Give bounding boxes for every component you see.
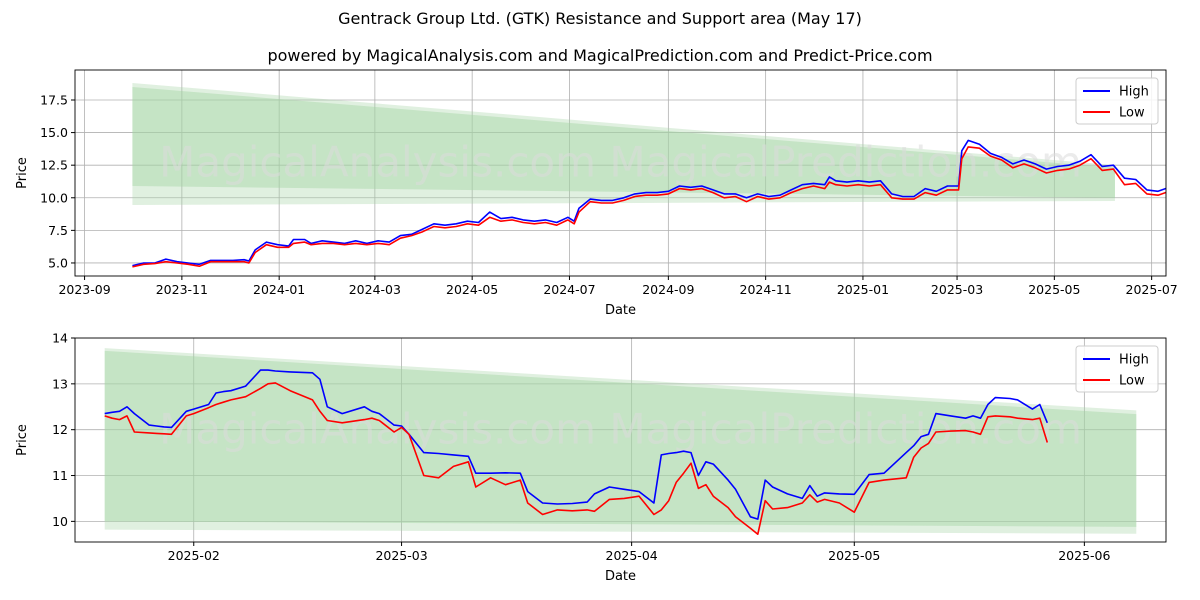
legend-label-low: Low [1119,374,1145,389]
plot-full-range: MagicalAnalysis.com MagicalPrediction.co… [15,69,1178,318]
x-tick-label: 2024-03 [349,282,401,297]
chart-title: Gentrack Group Ltd. (GTK) Resistance and… [338,9,862,28]
x-tick-label: 2024-11 [740,282,792,297]
x-tick-label: 2024-09 [642,282,694,297]
y-tick-label: 10 [52,514,68,529]
y-tick-label: 12.5 [40,158,68,173]
x-tick-label: 2025-05 [828,548,880,563]
x-tick-label: 2025-05 [1028,282,1080,297]
band-inner [132,86,1115,198]
y-tick-label: 12 [52,422,68,437]
axes-frame [74,69,1167,277]
series-line-low [104,382,1049,536]
x-tick-label: 2024-07 [543,282,595,297]
legend-label-high: High [1119,353,1149,368]
y-tick-label: 15.0 [40,125,68,140]
legend: High Low [1075,345,1159,393]
y-tick-label: 5.0 [48,255,68,270]
watermark: MagicalAnalysis.com MagicalPrediction.co… [159,137,1082,186]
legend: High Low [1075,77,1159,125]
band-outer [104,348,1137,534]
legend-label-low: Low [1119,106,1145,121]
legend-label-high: High [1119,85,1149,100]
y-tick-label: 17.5 [40,92,68,107]
series-line-high [132,139,1166,267]
plot-zoomed-range: MagicalAnalysis.com MagicalPrediction.co… [15,331,1167,584]
series-line-high [104,369,1049,520]
x-tick-label: 2025-01 [837,282,889,297]
y-tick-label: 7.5 [48,223,68,238]
x-tick-label: 2025-03 [931,282,983,297]
y-tick-label: 11 [52,468,68,483]
axes-frame [74,337,1167,543]
plot-area: MagicalAnalysis.com MagicalPrediction.co… [75,70,1166,276]
x-axis-label: Date [605,569,636,584]
x-tick-label: 2025-02 [168,548,220,563]
x-axis-label: Date [605,303,636,318]
x-tick-label: 2023-09 [58,282,110,297]
y-tick-label: 10.0 [40,190,68,205]
y-tick-label: 13 [52,376,68,391]
y-axis-label: Price [15,424,30,456]
x-tick-label: 2025-04 [606,548,658,563]
x-tick-label: 2025-07 [1126,282,1178,297]
y-tick-label: 14 [52,331,68,346]
plot-area: MagicalAnalysis.com MagicalPrediction.co… [75,338,1166,542]
x-tick-label: 2024-01 [253,282,305,297]
y-axis-label: Price [15,157,30,189]
band-outer [132,83,1115,205]
band-inner [104,350,1137,527]
x-tick-label: 2023-11 [156,282,208,297]
watermark: MagicalAnalysis.com MagicalPrediction.co… [159,404,1082,453]
x-tick-label: 2025-06 [1058,548,1110,563]
x-tick-label: 2025-03 [375,548,427,563]
chart-subtitle: powered by MagicalAnalysis.com and Magic… [267,46,933,65]
series-line-low [132,146,1166,268]
x-tick-label: 2024-05 [446,282,498,297]
